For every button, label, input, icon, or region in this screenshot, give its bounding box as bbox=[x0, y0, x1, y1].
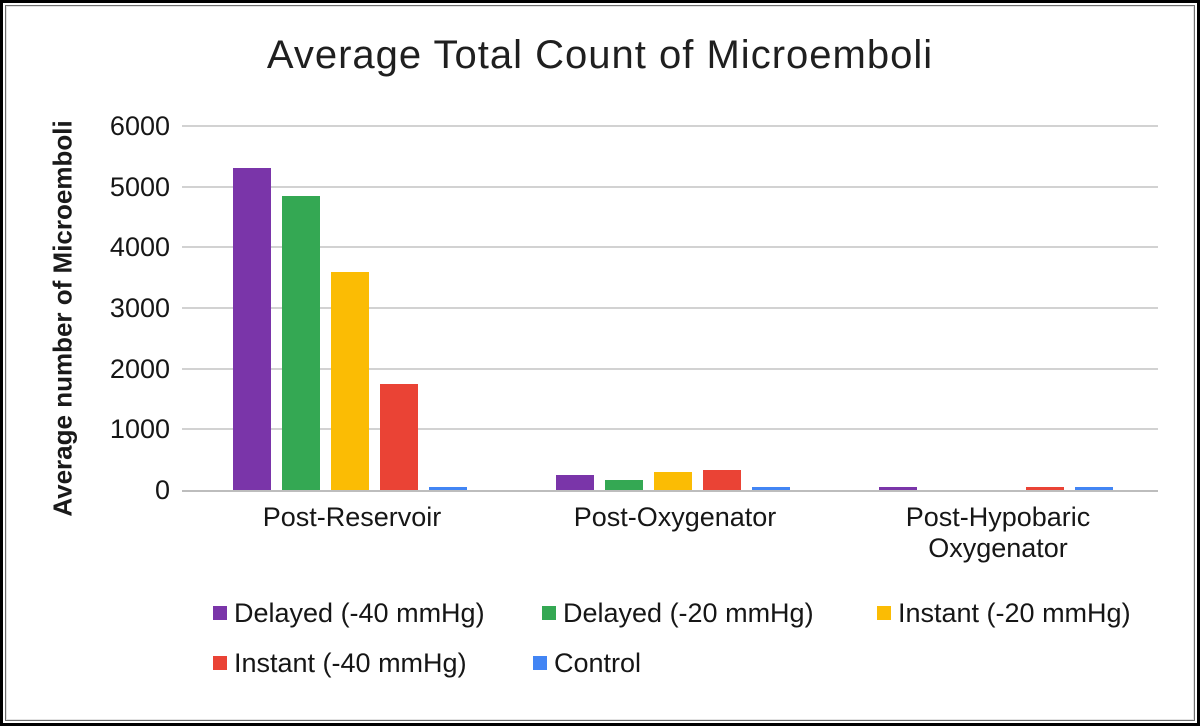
legend-label: Control bbox=[554, 647, 642, 678]
legend-item: Instant (-20 mmHg) bbox=[877, 597, 1131, 629]
bar bbox=[330, 272, 369, 490]
bar bbox=[879, 487, 918, 490]
gridline bbox=[182, 246, 1158, 249]
gridline bbox=[182, 185, 1158, 188]
gridline bbox=[182, 307, 1158, 309]
legend-swatch bbox=[213, 606, 227, 620]
category-label: Post-Oxygenator bbox=[573, 502, 777, 532]
y-tick-label: 1000 bbox=[109, 414, 170, 444]
chart-title: Average Total Count of Microemboli bbox=[266, 33, 934, 77]
bar bbox=[281, 196, 320, 490]
legend-swatch bbox=[877, 606, 891, 620]
category-label: Post-Hypobaric Oxygenator bbox=[905, 502, 1091, 563]
legend-swatch bbox=[542, 606, 556, 620]
gridline bbox=[182, 367, 1158, 370]
legend-swatch bbox=[213, 656, 227, 670]
legend-label: Instant (-40 mmHg) bbox=[234, 647, 467, 678]
bar-group bbox=[835, 126, 1158, 490]
bar bbox=[555, 475, 594, 490]
category-label: Post-Reservoir bbox=[262, 502, 442, 532]
bar bbox=[379, 384, 418, 490]
gridline bbox=[182, 125, 1158, 127]
bar bbox=[702, 470, 741, 490]
legend-item: Instant (-40 mmHg) bbox=[213, 647, 467, 679]
bar-group bbox=[188, 126, 511, 490]
legend-swatch bbox=[533, 656, 547, 670]
y-tick-label: 5000 bbox=[109, 172, 170, 202]
plot-area bbox=[182, 125, 1158, 492]
bar bbox=[1075, 487, 1114, 490]
gridline bbox=[182, 428, 1158, 431]
y-tick-label: 3000 bbox=[109, 293, 170, 323]
bar bbox=[653, 472, 692, 490]
y-tick-label: 2000 bbox=[109, 354, 170, 384]
y-tick-label: 6000 bbox=[109, 111, 170, 141]
bar bbox=[604, 480, 643, 490]
bar bbox=[751, 487, 790, 490]
bar bbox=[232, 168, 271, 490]
bar-group bbox=[511, 126, 834, 490]
legend-label: Delayed (-20 mmHg) bbox=[563, 597, 814, 628]
legend-label: Instant (-20 mmHg) bbox=[898, 597, 1131, 628]
x-axis-baseline bbox=[182, 490, 1158, 492]
legend-item: Control bbox=[533, 647, 641, 679]
bar bbox=[428, 487, 467, 490]
y-tick-label: 4000 bbox=[109, 232, 170, 262]
bar bbox=[1026, 487, 1065, 490]
y-tick-label: 0 bbox=[154, 475, 170, 505]
legend-label: Delayed (-40 mmHg) bbox=[234, 597, 485, 628]
legend-item: Delayed (-40 mmHg) bbox=[213, 597, 485, 629]
legend-item: Delayed (-20 mmHg) bbox=[542, 597, 814, 629]
